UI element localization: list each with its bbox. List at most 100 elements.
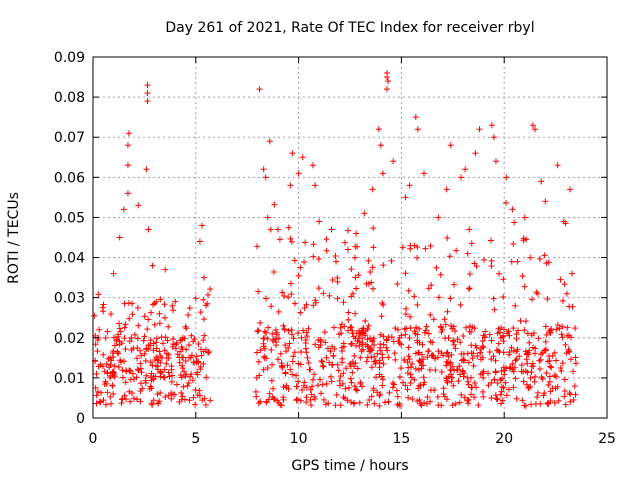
data-point — [500, 276, 507, 283]
data-point — [451, 341, 458, 348]
data-point — [332, 402, 339, 409]
plot-frame — [92, 56, 608, 419]
data-point — [515, 327, 522, 334]
data-point — [134, 335, 141, 342]
data-point — [553, 326, 560, 333]
data-point — [359, 335, 366, 342]
data-point — [144, 326, 151, 333]
data-point — [111, 342, 118, 349]
data-point — [134, 366, 141, 373]
data-point — [488, 263, 495, 270]
data-point — [522, 368, 529, 375]
data-point — [129, 311, 136, 318]
data-point — [93, 370, 100, 377]
data-point — [425, 285, 432, 292]
data-point — [470, 350, 477, 357]
data-point — [168, 378, 175, 385]
data-point — [358, 348, 365, 355]
data-point — [513, 356, 520, 363]
data-point — [149, 401, 156, 408]
data-point — [537, 356, 544, 363]
data-point — [369, 264, 376, 271]
data-point — [488, 356, 495, 363]
data-point — [566, 349, 573, 356]
data-point — [323, 247, 330, 254]
data-point — [335, 367, 342, 374]
data-point — [502, 199, 509, 206]
data-point — [569, 270, 576, 277]
data-point — [186, 397, 193, 404]
data-point — [513, 395, 520, 402]
data-point — [480, 393, 487, 400]
data-point — [333, 391, 340, 398]
data-point — [282, 369, 289, 376]
data-point — [275, 308, 282, 315]
data-point — [354, 365, 361, 372]
data-point — [96, 326, 103, 333]
data-point — [509, 360, 516, 367]
data-point — [148, 385, 155, 392]
data-point — [364, 343, 371, 350]
data-point — [194, 369, 201, 376]
data-point — [254, 328, 261, 335]
data-point — [407, 380, 414, 387]
data-point — [376, 371, 383, 378]
data-point — [142, 357, 149, 364]
data-point — [535, 335, 542, 342]
data-point — [352, 243, 359, 250]
data-point — [311, 395, 318, 402]
data-point — [143, 345, 150, 352]
data-point — [479, 343, 486, 350]
data-point — [450, 382, 457, 389]
data-point — [115, 363, 122, 370]
data-point — [414, 243, 421, 250]
data-point — [206, 348, 213, 355]
data-point — [394, 281, 401, 288]
data-point — [490, 295, 497, 302]
data-point — [147, 342, 154, 349]
data-point — [369, 186, 376, 193]
data-point — [285, 327, 292, 334]
data-point — [110, 348, 117, 355]
data-point — [508, 258, 515, 265]
data-point — [516, 353, 523, 360]
data-point — [183, 371, 190, 378]
data-point — [458, 391, 465, 398]
data-point — [95, 291, 102, 298]
data-point — [93, 400, 100, 407]
data-point — [437, 271, 444, 278]
data-point — [149, 262, 156, 269]
data-point — [283, 382, 290, 389]
data-point — [168, 372, 175, 379]
data-point — [369, 337, 376, 344]
data-point — [345, 384, 352, 391]
data-point — [391, 350, 398, 357]
data-point — [443, 396, 450, 403]
data-point — [441, 316, 448, 323]
data-point — [546, 378, 553, 385]
data-point — [352, 310, 359, 317]
data-point — [368, 393, 375, 400]
data-point — [456, 363, 463, 370]
data-point — [312, 341, 319, 348]
data-point — [202, 302, 209, 309]
data-point — [92, 341, 99, 348]
y-tick-label: 0.07 — [54, 130, 85, 146]
data-point — [423, 323, 430, 330]
y-tick-label: 0.05 — [54, 210, 85, 226]
data-point — [406, 182, 413, 189]
data-point — [185, 342, 192, 349]
data-point — [543, 331, 550, 338]
data-point — [452, 400, 459, 407]
data-point — [340, 394, 347, 401]
data-point — [91, 312, 98, 319]
data-point — [340, 299, 347, 306]
data-point — [179, 365, 186, 372]
data-point — [255, 288, 262, 295]
data-point — [207, 397, 214, 404]
data-point — [414, 339, 421, 346]
data-point — [188, 332, 195, 339]
data-point — [405, 394, 412, 401]
data-point — [529, 122, 536, 129]
